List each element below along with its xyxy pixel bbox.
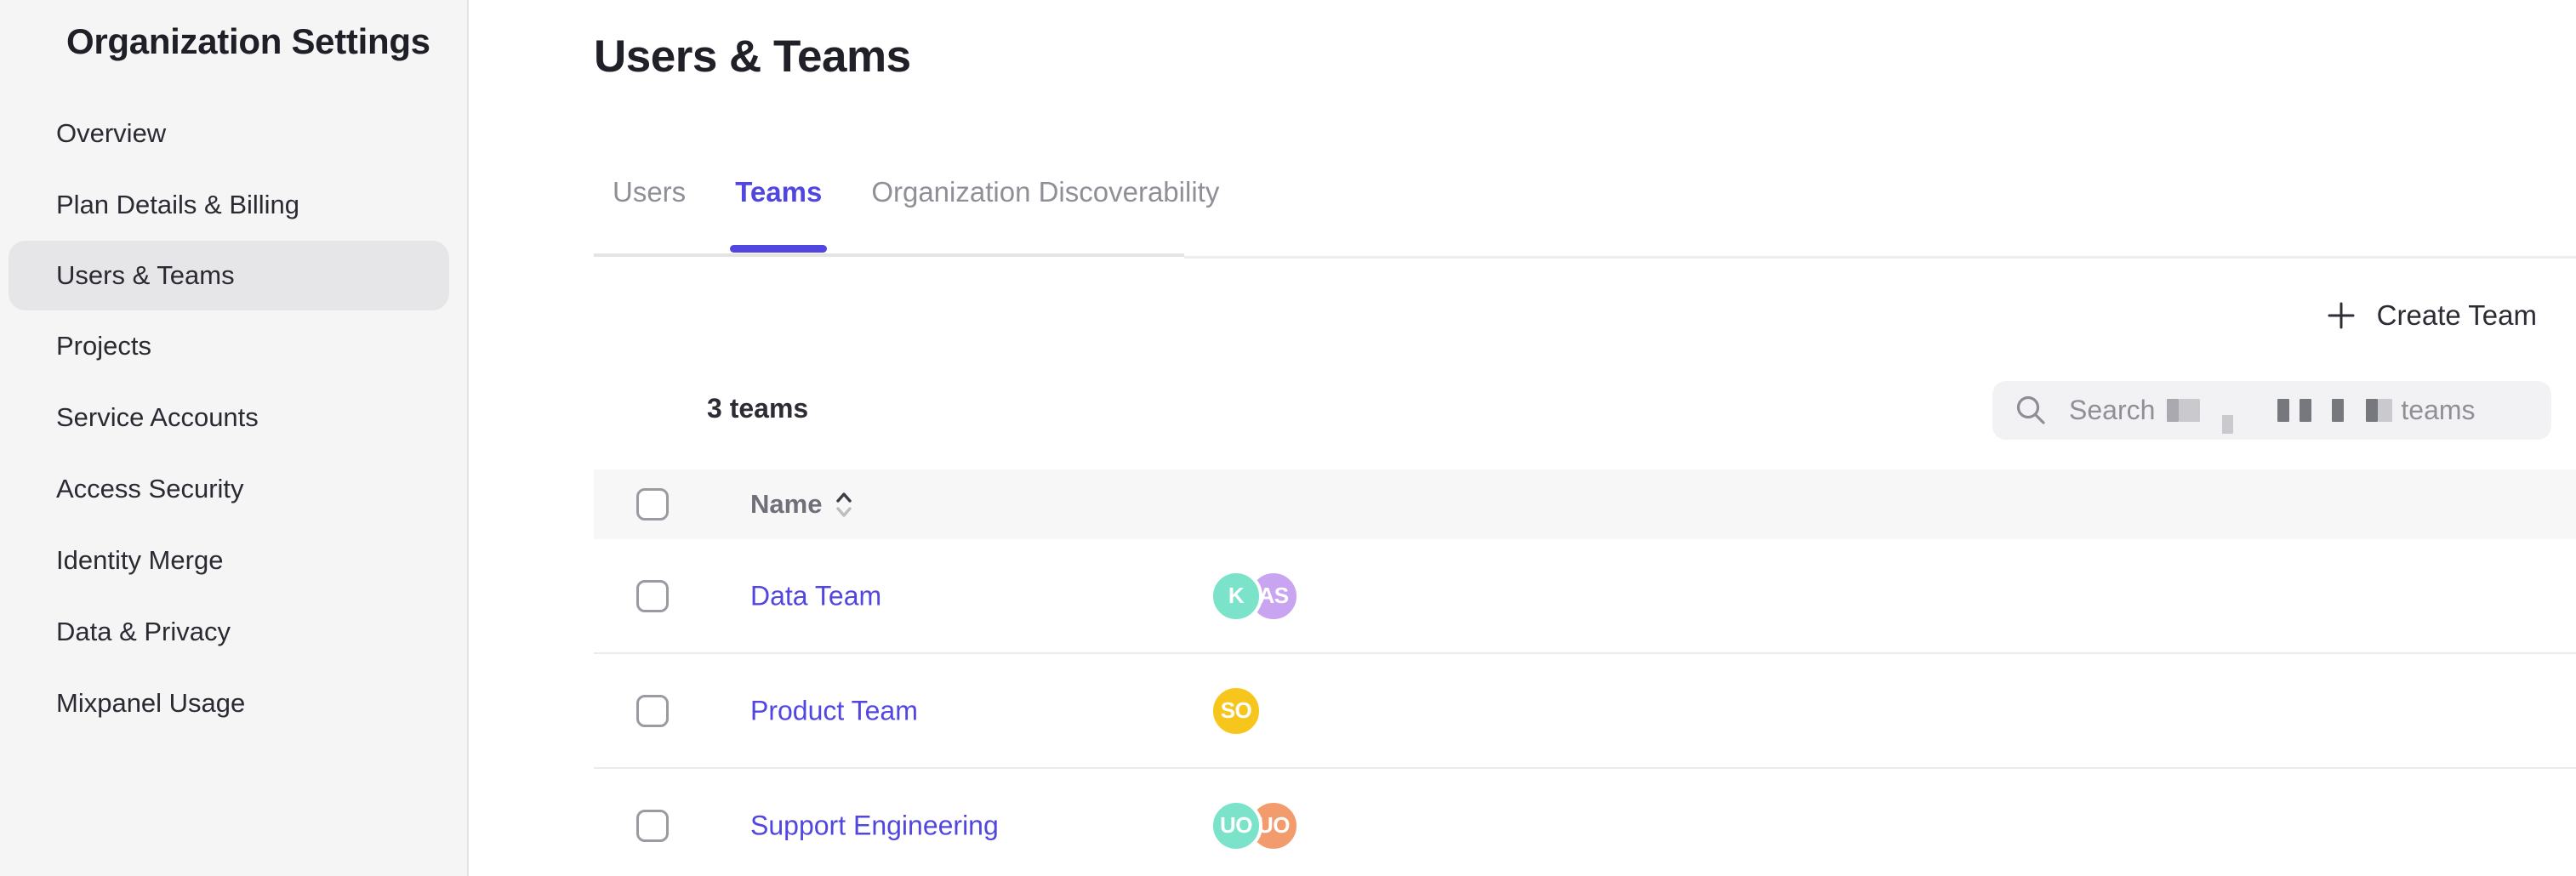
redacted-text-block bbox=[2179, 399, 2201, 422]
table-row: Support Engineering UO UO bbox=[594, 769, 2576, 876]
table-header-row: Name bbox=[594, 469, 2576, 539]
redacted-text-block bbox=[2332, 399, 2345, 422]
teams-table: Name Data Team K AS Product Team bbox=[594, 469, 2576, 876]
avatar: SO bbox=[1210, 684, 1262, 737]
sidebar-item-identity-merge[interactable]: Identity Merge bbox=[56, 545, 224, 575]
avatar: K bbox=[1210, 569, 1262, 623]
search-icon bbox=[2016, 395, 2045, 424]
sidebar-item-overview[interactable]: Overview bbox=[56, 118, 167, 148]
page-title: Users & Teams bbox=[594, 31, 911, 82]
member-avatars: K AS bbox=[1210, 569, 1300, 623]
tab-organization-discoverability[interactable]: Organization Discoverability bbox=[871, 176, 1220, 208]
sort-icon bbox=[836, 492, 852, 517]
sidebar-item-projects[interactable]: Projects bbox=[56, 331, 151, 361]
redacted-text-block bbox=[2366, 399, 2379, 422]
team-name-link[interactable]: Data Team bbox=[750, 580, 882, 611]
teams-count: 3 teams bbox=[707, 393, 809, 424]
redacted-text-block bbox=[2378, 399, 2393, 422]
redacted-text-block bbox=[2222, 414, 2234, 434]
redacted-text-block bbox=[2300, 399, 2312, 422]
member-avatars: UO UO bbox=[1210, 799, 1300, 852]
row-checkbox[interactable] bbox=[636, 809, 669, 842]
search-placeholder: Search teams bbox=[2069, 395, 2476, 434]
sidebar-item-service-accounts[interactable]: Service Accounts bbox=[56, 402, 259, 432]
row-checkbox[interactable] bbox=[636, 579, 669, 612]
main-panel: Users & Teams Users Teams Organization D… bbox=[469, 0, 2576, 876]
redacted-text-block bbox=[2167, 399, 2180, 422]
create-team-label: Create Team bbox=[2376, 299, 2537, 331]
tab-bar: Users Teams Organization Discoverability bbox=[613, 173, 1220, 253]
avatar: UO bbox=[1210, 799, 1262, 852]
sidebar-item-mixpanel-usage[interactable]: Mixpanel Usage bbox=[56, 688, 246, 718]
team-name-link[interactable]: Support Engineering bbox=[750, 810, 999, 840]
tab-users[interactable]: Users bbox=[613, 176, 687, 208]
team-name-link[interactable]: Product Team bbox=[750, 695, 918, 725]
sidebar-item-access-security[interactable]: Access Security bbox=[56, 474, 244, 503]
sidebar-nav: Overview Plan Details & Billing Users & … bbox=[0, 98, 467, 739]
sidebar-item-data-privacy[interactable]: Data & Privacy bbox=[56, 617, 231, 646]
name-column-header[interactable]: Name bbox=[750, 486, 854, 522]
select-all-checkbox[interactable] bbox=[636, 488, 669, 520]
tab-divider bbox=[594, 253, 1184, 257]
member-avatars: SO bbox=[1210, 684, 1262, 737]
sidebar-title: Organization Settings bbox=[66, 21, 430, 61]
row-checkbox[interactable] bbox=[636, 694, 669, 727]
redacted-text-block bbox=[2277, 399, 2290, 422]
table-row: Data Team K AS bbox=[594, 539, 2576, 654]
create-team-button[interactable]: Create Team bbox=[2326, 299, 2537, 332]
plus-icon bbox=[2328, 302, 2355, 329]
sidebar-item-plan-details-billing[interactable]: Plan Details & Billing bbox=[56, 190, 300, 219]
tab-teams[interactable]: Teams bbox=[730, 173, 828, 253]
sidebar-item-users-teams[interactable]: Users & Teams bbox=[9, 241, 449, 310]
table-row: Product Team SO bbox=[594, 654, 2576, 769]
section-divider bbox=[1184, 256, 2576, 259]
search-input[interactable]: Search teams bbox=[1992, 381, 2551, 440]
sidebar: Organization Settings Overview Plan Deta… bbox=[0, 0, 469, 876]
